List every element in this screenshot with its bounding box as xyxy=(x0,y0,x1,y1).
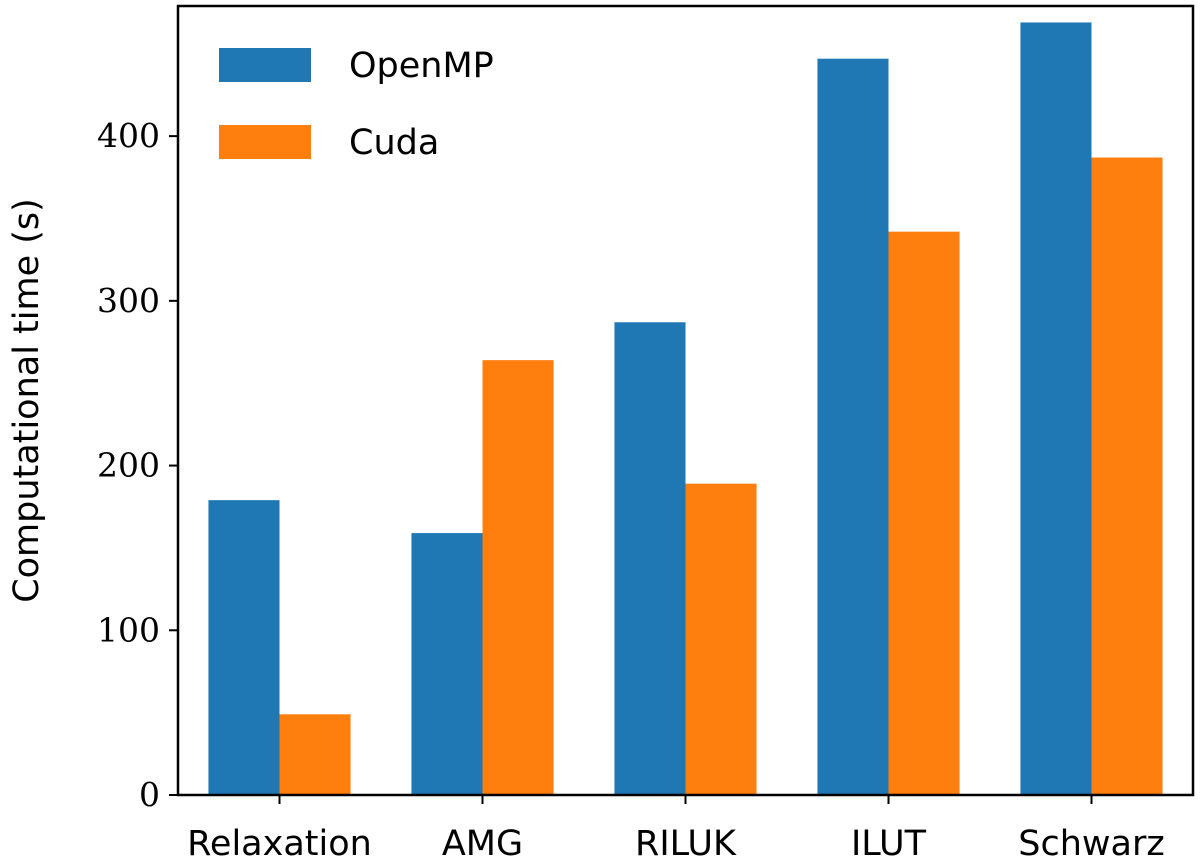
bars-group xyxy=(208,22,1163,796)
legend-label-openmp: OpenMP xyxy=(349,46,494,86)
y-tick-label: 200 xyxy=(97,446,160,485)
bar-openmp-relaxation xyxy=(208,500,280,795)
bar-cuda-riluk xyxy=(685,483,757,795)
y-axis-ticks: 0 100 200 300 400 xyxy=(97,116,178,814)
x-tick-label: RILUK xyxy=(635,824,737,864)
plot-frame xyxy=(176,4,1195,797)
bar-openmp-riluk xyxy=(614,322,686,795)
legend-label-cuda: Cuda xyxy=(349,123,439,163)
legend-swatch-cuda xyxy=(219,125,311,159)
legend-swatch-openmp xyxy=(219,48,311,82)
legend: OpenMP Cuda xyxy=(219,46,494,163)
bar-cuda-ilut xyxy=(888,231,960,795)
bar-openmp-amg xyxy=(411,533,483,795)
y-axis-label: Computational time (s) xyxy=(7,198,47,603)
bar-openmp-schwarz xyxy=(1020,22,1092,796)
x-tick-label: ILUT xyxy=(851,824,927,864)
y-tick-label: 100 xyxy=(97,610,160,649)
bar-cuda-schwarz xyxy=(1091,157,1163,795)
bar-cuda-amg xyxy=(482,360,554,795)
x-tick-label: Relaxation xyxy=(187,824,372,864)
x-tick-label: Schwarz xyxy=(1018,824,1164,864)
bar-cuda-relaxation xyxy=(279,714,351,795)
y-tick-label: 400 xyxy=(97,116,160,155)
y-tick-label: 300 xyxy=(97,281,160,320)
bar-openmp-ilut xyxy=(817,58,889,795)
x-tick-label: AMG xyxy=(442,824,523,864)
x-axis-ticks: Relaxation AMG RILUK ILUT Schwarz xyxy=(187,795,1165,864)
y-tick-label: 0 xyxy=(139,775,160,814)
